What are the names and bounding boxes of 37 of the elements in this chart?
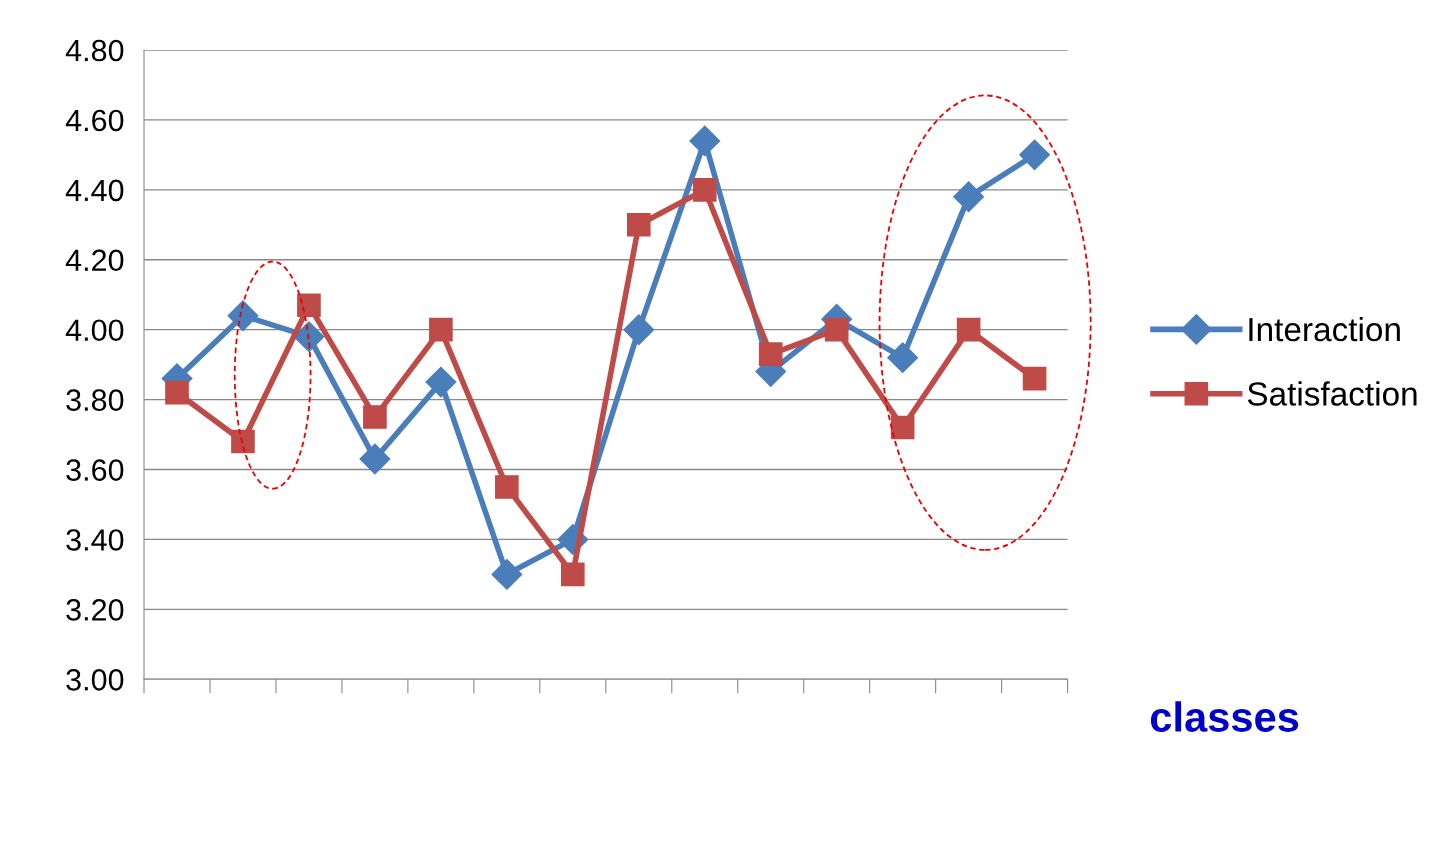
point (227, 300, 259, 332)
point (231, 429, 255, 454)
point (626, 212, 651, 237)
y-tick-label: 4.00 (65, 319, 124, 342)
point (495, 475, 519, 499)
x-axis-title: classes (1150, 701, 1299, 732)
point (824, 317, 849, 342)
legend-label: Interaction (1249, 316, 1400, 342)
point (890, 415, 915, 440)
y-tick-label: 3.20 (66, 599, 124, 621)
y-tick-label: 4.80 (65, 39, 124, 62)
point (758, 342, 783, 366)
legend-label: Satisfaction (1247, 381, 1417, 406)
y-tick-label: 3.80 (66, 389, 124, 411)
point (363, 405, 387, 429)
point (429, 317, 453, 342)
point (491, 558, 523, 590)
point (1019, 139, 1051, 171)
point (692, 178, 717, 202)
y-tick-label: 4.20 (65, 249, 124, 272)
point (887, 342, 919, 374)
point (956, 317, 981, 342)
point (293, 321, 325, 353)
point (689, 125, 721, 157)
y-tick-label: 4.60 (65, 109, 124, 132)
point (297, 293, 321, 318)
point (1022, 366, 1047, 391)
point (953, 181, 985, 213)
point (359, 443, 391, 475)
y-tick-label: 3.40 (66, 529, 124, 551)
point (165, 380, 189, 405)
y-tick-label: 3.60 (66, 459, 124, 481)
point (425, 366, 457, 398)
point (561, 562, 585, 587)
y-tick-label: 4.40 (65, 179, 124, 202)
point (623, 314, 655, 346)
y-tick-label: 3.00 (66, 668, 124, 691)
